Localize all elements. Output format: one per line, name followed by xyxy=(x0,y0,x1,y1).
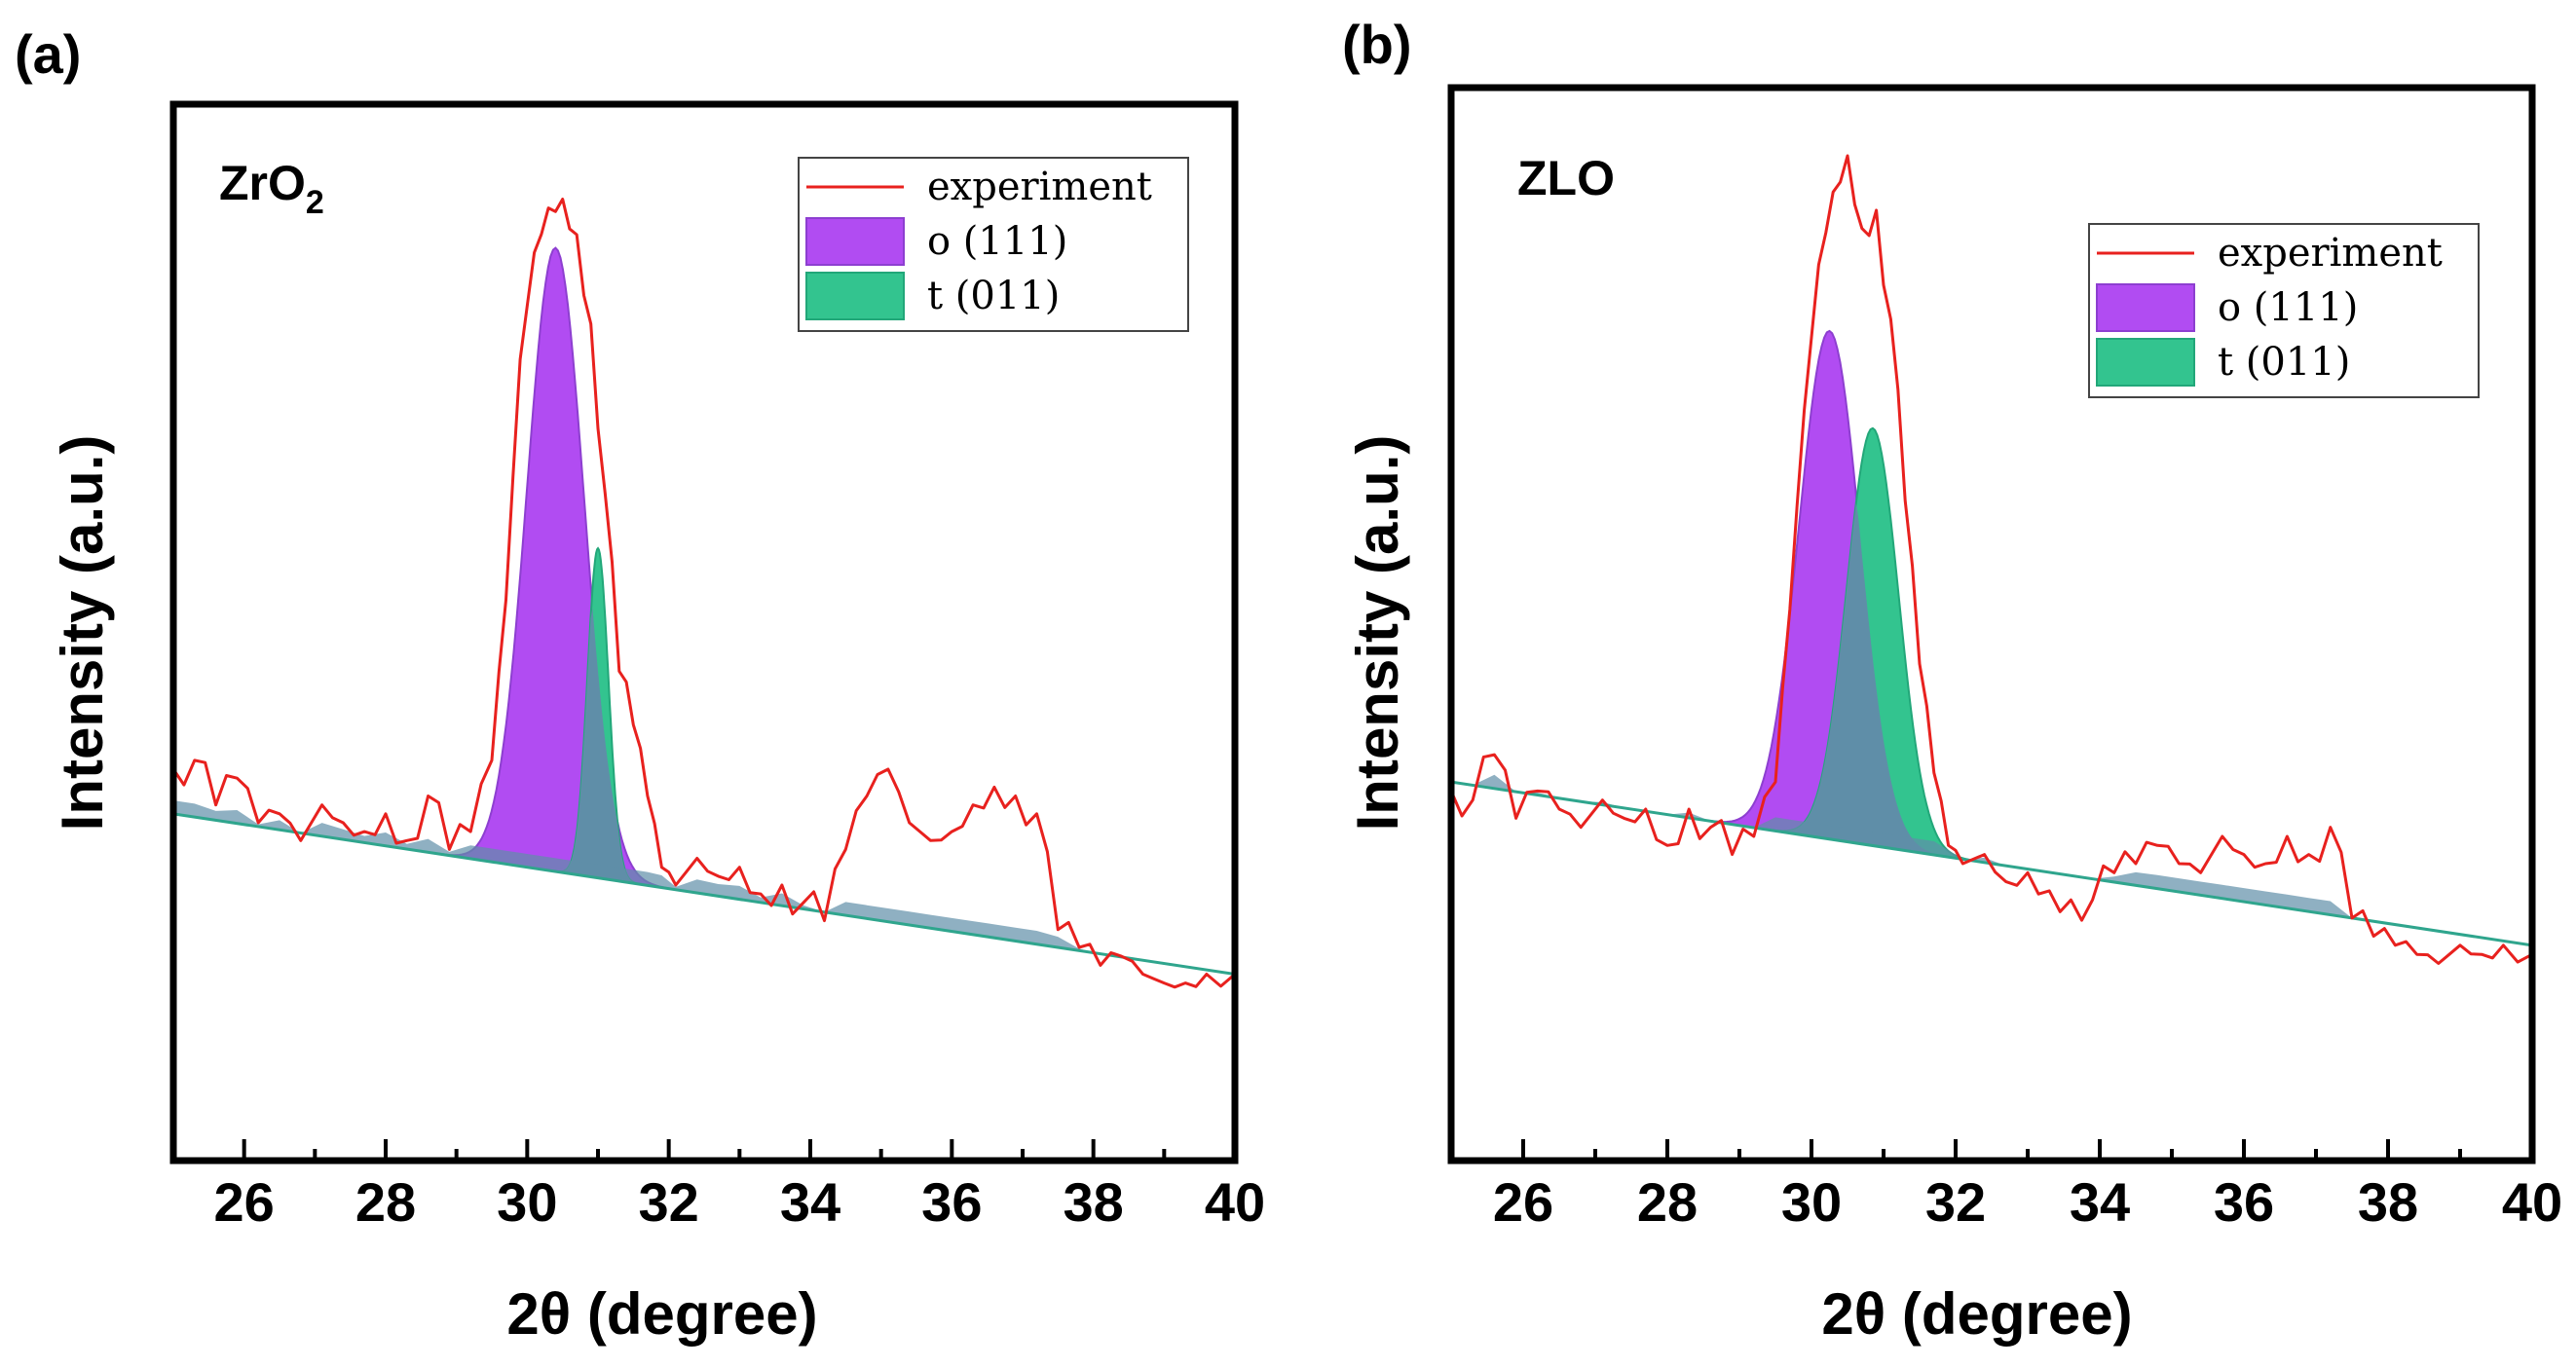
x-tick-label: 34 xyxy=(780,1171,840,1233)
baseline-band xyxy=(173,800,1235,975)
legend-swatch-o111 xyxy=(805,217,905,266)
legend: experiment o (111) t (011) xyxy=(798,157,1189,332)
x-tick-label: 28 xyxy=(1637,1171,1698,1233)
x-tick-label: 26 xyxy=(214,1171,275,1233)
peak-o111-area xyxy=(407,246,704,895)
plot-area xyxy=(1451,154,2532,965)
x-tick-label: 36 xyxy=(2214,1171,2274,1233)
x-tick-label: 32 xyxy=(639,1171,699,1233)
x-tick-label: 28 xyxy=(355,1171,416,1233)
x-tick-label: 38 xyxy=(2358,1171,2418,1233)
x-tick-label: 34 xyxy=(2070,1171,2130,1233)
x-tick-label: 40 xyxy=(1205,1171,1265,1233)
y-axis-label: Intensity (a.u.) xyxy=(50,435,115,832)
experiment-line xyxy=(173,198,1235,989)
sample-label-main: ZrO xyxy=(219,156,306,210)
sample-label: ZLO xyxy=(1517,151,1615,205)
legend-entry-label: experiment xyxy=(927,165,1152,209)
legend-entry-label: o (111) xyxy=(2218,285,2358,330)
panel-label: (b) xyxy=(1342,14,1412,75)
chart-panel-a: (a) 26 28 30 32 34 36 38 40 2θ (degree) Intensity … xyxy=(15,23,1265,1347)
legend: experiment o (111) t (011) xyxy=(2088,223,2480,398)
plot-frame xyxy=(1447,84,2536,1165)
plot-area xyxy=(173,198,1235,989)
x-tick-label: 40 xyxy=(2502,1171,2562,1233)
sample-label-main: ZLO xyxy=(1517,151,1615,205)
experiment-line xyxy=(1451,154,2532,965)
plot-frame xyxy=(169,100,1239,1165)
baseline-band xyxy=(1451,774,2532,945)
x-tick-label: 26 xyxy=(1493,1171,1553,1233)
legend-swatch-t011 xyxy=(2096,338,2195,387)
x-tick-label: 30 xyxy=(1781,1171,1842,1233)
x-tick-label: 32 xyxy=(1925,1171,1986,1233)
sample-label-subscript: 2 xyxy=(306,184,324,221)
legend-entry-label: o (111) xyxy=(927,219,1067,264)
x-tick-label: 30 xyxy=(497,1171,557,1233)
y-axis-label: Intensity (a.u.) xyxy=(1345,435,1410,832)
legend-entry-label: experiment xyxy=(2218,231,2443,276)
x-tick-label: 36 xyxy=(921,1171,982,1233)
legend-swatch-o111 xyxy=(2096,283,2195,332)
sample-label: ZrO2 xyxy=(219,156,324,221)
x-axis-label: 2θ (degree) xyxy=(506,1281,817,1347)
legend-entry-label: t (011) xyxy=(927,274,1060,318)
x-axis-label: 2θ (degree) xyxy=(1821,1281,2132,1347)
x-tick-label: 38 xyxy=(1064,1171,1124,1233)
chart-panel-b: (b) 26 28 30 32 34 36 38 40 2θ (degree) Intensity … xyxy=(1342,14,2562,1347)
legend-swatch-t011 xyxy=(805,272,905,320)
peak-overlap-area xyxy=(1670,502,2008,867)
baseline-line xyxy=(173,812,1235,976)
panel-label: (a) xyxy=(15,23,81,85)
legend-entry-label: t (011) xyxy=(2218,340,2350,385)
